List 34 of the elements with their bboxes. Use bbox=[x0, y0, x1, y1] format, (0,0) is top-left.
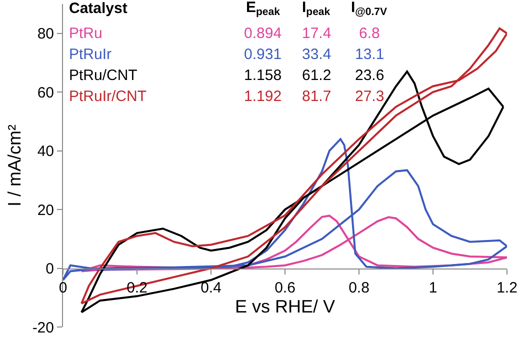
y-tick-label: 40 bbox=[37, 143, 54, 160]
x-tick-label: 0.4 bbox=[200, 279, 222, 296]
x-tick-label: 1.2 bbox=[496, 279, 518, 296]
text: PtRu/CNT bbox=[69, 67, 138, 84]
annotation: E$_{peak}$ bbox=[246, 0, 280, 18]
annotation: 1.192 bbox=[244, 88, 282, 105]
text: PtRuIr bbox=[69, 46, 112, 63]
annotation: 61.2 bbox=[302, 67, 332, 84]
annotation: 33.4 bbox=[302, 46, 332, 63]
annotation: 0.894 bbox=[244, 25, 282, 42]
text: PtRu bbox=[69, 25, 102, 42]
annotation: 13.1 bbox=[355, 46, 384, 63]
y-tick-label: 20 bbox=[37, 202, 54, 219]
annotation: 1.158 bbox=[244, 67, 282, 84]
x-tick-label: 1 bbox=[428, 279, 438, 296]
x-tick-label: 0.8 bbox=[348, 279, 370, 296]
annotation: I$_{@0.7V}$ bbox=[351, 0, 388, 18]
x-tick-label: 0.6 bbox=[274, 279, 296, 296]
x-axis-title: E vs RHE/ V bbox=[234, 296, 336, 316]
annotation: 27.3 bbox=[355, 88, 384, 105]
y-tick-label: 80 bbox=[37, 26, 54, 43]
y-tick-label: -20 bbox=[32, 319, 54, 336]
text: PtRuIr/CNT bbox=[69, 88, 147, 105]
annotation: I$_{peak}$ bbox=[302, 0, 330, 18]
y-tick-label: 0 bbox=[46, 260, 54, 278]
annotation: 6.8 bbox=[359, 25, 380, 42]
x-tick-label: 0 bbox=[58, 279, 68, 296]
y-tick-label: 60 bbox=[37, 84, 54, 102]
annotation: 23.6 bbox=[355, 67, 384, 84]
y-axis-title: I / mA/cm² bbox=[4, 124, 25, 206]
annotation: Catalyst bbox=[69, 0, 128, 17]
annotation: 81.7 bbox=[302, 88, 332, 105]
annotation: 17.4 bbox=[302, 25, 332, 42]
annotation: 0.931 bbox=[244, 46, 282, 63]
